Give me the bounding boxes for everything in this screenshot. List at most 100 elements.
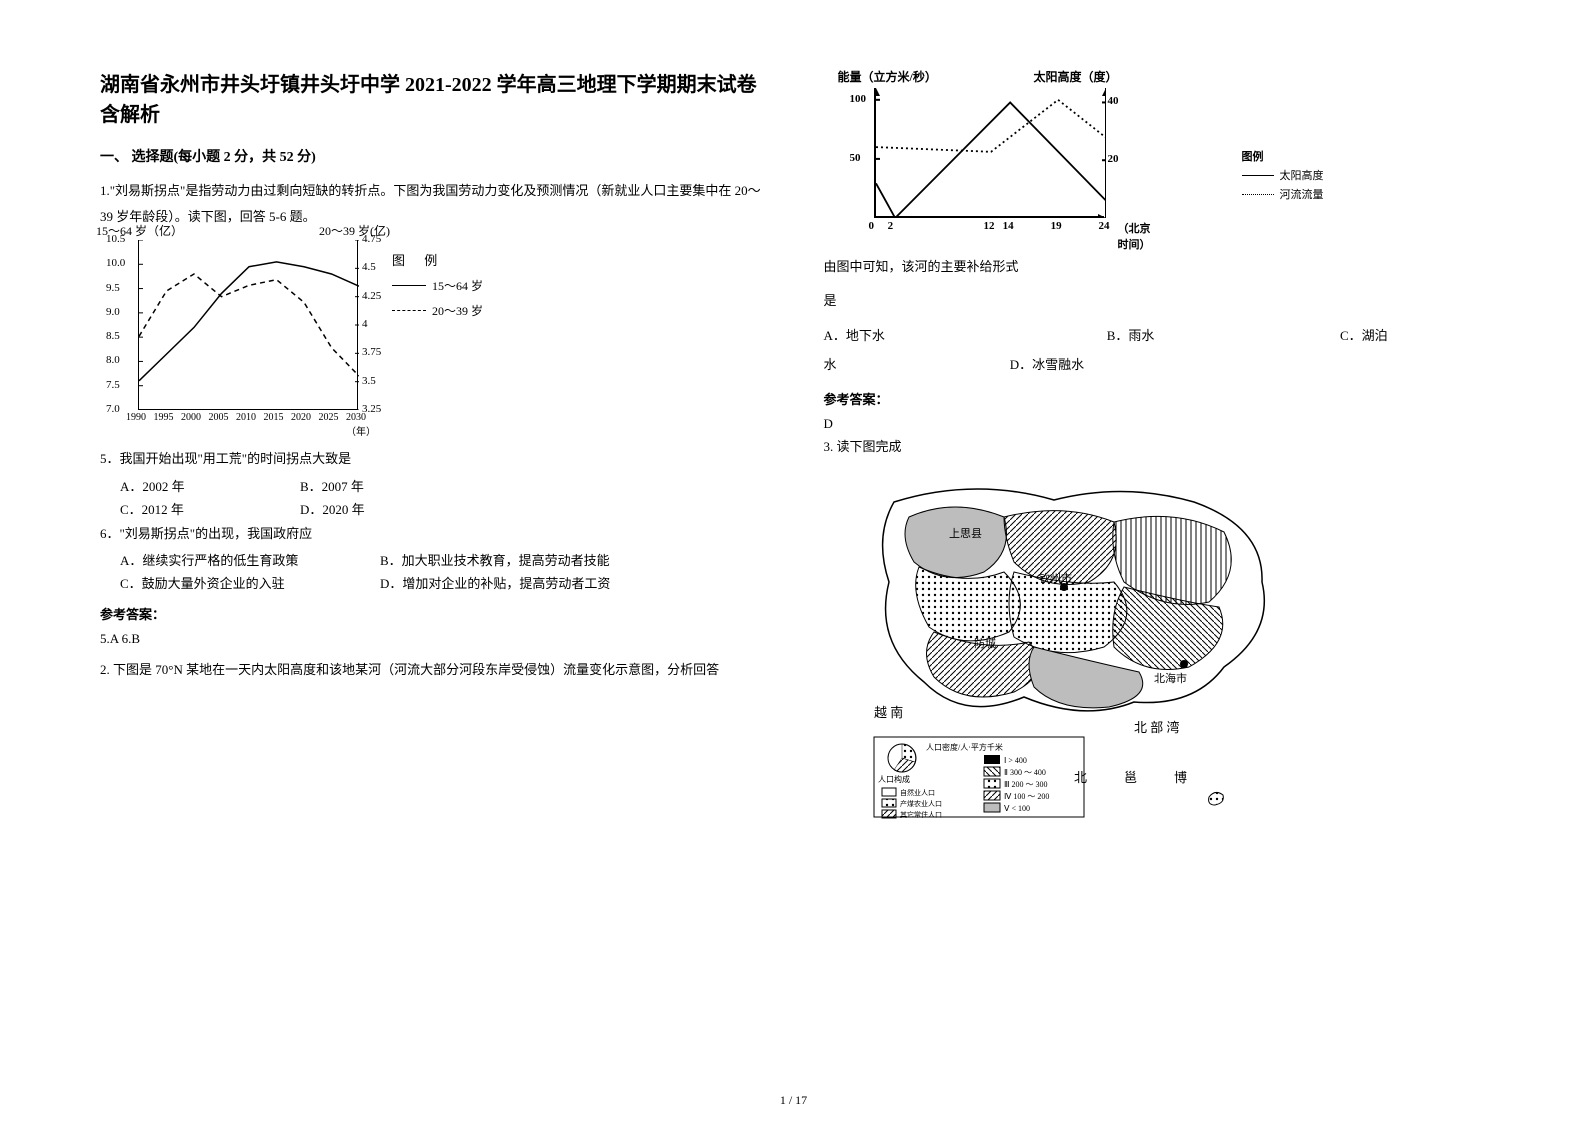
q1-legend-dashed: 20～39 岁 — [392, 302, 483, 319]
q2-legend-dotted: 河流流量 — [1242, 186, 1324, 202]
q2-legend-dotted-label: 河流流量 — [1280, 186, 1324, 202]
x-tick: 2030（年） — [346, 412, 380, 438]
y2-tick: 3.75 — [362, 346, 381, 358]
q1-legend-solid-label: 15～64 岁 — [432, 277, 483, 294]
place-label: 上思县 — [949, 527, 982, 540]
q1-legend-solid: 15～64 岁 — [392, 277, 483, 294]
x-tick: 2010 — [236, 412, 256, 423]
x-tick: 2000 — [181, 412, 201, 423]
y1-tick: 8.5 — [106, 330, 120, 342]
y1-tick: 8.0 — [106, 354, 120, 366]
q1-5-opt-c: C．2012 年 — [120, 499, 300, 518]
place-label: 防城 — [974, 636, 996, 650]
x-tick: 1995 — [154, 412, 174, 423]
svg-text:其它常住人口: 其它常住人口 — [900, 810, 942, 819]
q1-6-opt-b: B．加大职业技术教育，提高劳动者技能 — [380, 550, 640, 569]
q1-svg — [139, 240, 359, 410]
q2-legend-title: 图例 — [1242, 148, 1324, 164]
q2-right-title: 太阳高度（度） — [1034, 68, 1118, 85]
q1-stem: 1."刘易斯拐点"是指劳动力由过剩向短缺的转折点。下图为我国劳动力变化及预测情况… — [100, 178, 764, 230]
place-label: 北海市 — [1154, 671, 1187, 685]
q1-legend-dashed-label: 20～39 岁 — [432, 302, 483, 319]
q1-6-opt-d: D．增加对企业的补贴，提高劳动者工资 — [380, 573, 640, 592]
q2-opt-wrap: 水 — [824, 357, 837, 372]
q1-sub6: 6．"刘易斯拐点"的出现，我国政府应 — [100, 522, 764, 547]
x-tick: 1990 — [126, 412, 146, 423]
q2-svg — [876, 88, 1106, 218]
q2-chart: 能量（立方米/秒） 太阳高度（度） 图例 太阳高度 河流流量 501002040… — [834, 70, 1154, 240]
svg-text:Ⅱ 300 ～ 400: Ⅱ 300 ～ 400 — [1004, 768, 1046, 777]
y2-tick: 4 — [362, 318, 368, 330]
y2-tick: 3.5 — [362, 375, 376, 387]
svg-text:产煤农业人口: 产煤农业人口 — [900, 799, 942, 808]
place-label: 钦州市 — [1039, 571, 1072, 585]
dashed-line-icon — [392, 310, 426, 311]
place-label: 越 南 — [874, 705, 903, 720]
q3-map: 上思县 钦州市 防城 北海市 越 南 北 部 湾 北 邕 博 人口密度/人·平方 — [854, 472, 1284, 822]
q2-legend-solid-label: 太阳高度 — [1280, 167, 1324, 183]
svg-text:人口构成: 人口构成 — [878, 774, 910, 784]
dotted-line-icon — [1242, 194, 1274, 195]
y1-tick: 9.0 — [106, 306, 120, 318]
y1-tick: 9.5 — [106, 282, 120, 294]
legend-top-label: 人口密度/人·平方千米 — [926, 742, 1003, 752]
q2-sub2: 是 — [824, 288, 1488, 314]
q1-sub6-row1: A．继续实行严格的低生育政策 B．加大职业技术教育，提高劳动者技能 — [120, 550, 764, 569]
y1-tick: 10.5 — [106, 233, 125, 245]
y2-tick: 4.75 — [362, 233, 381, 245]
q1-5-opt-a: A．2002 年 — [120, 476, 300, 495]
q1-chart-wrap: 15～64 岁（亿） 20～39 岁(亿) 7.07.58.08.59.09.5… — [100, 240, 764, 435]
y2-tick: 4.25 — [362, 290, 381, 302]
q1-6-opt-a: A．继续实行严格的低生育政策 — [120, 550, 380, 569]
q1-legend: 图 例 15～64 岁 20～39 岁 — [392, 250, 483, 319]
q1-sub6-row2: C．鼓励大量外资企业的入驻 D．增加对企业的补贴，提高劳动者工资 — [120, 573, 764, 592]
q2-stem: 2. 下图是 70°N 某地在一天内太阳高度和该地某河（河流大部分河段东岸受侵蚀… — [100, 657, 764, 683]
q1-answer: 5.A 6.B — [100, 631, 764, 647]
q3-map-svg: 上思县 钦州市 防城 北海市 越 南 北 部 湾 北 邕 博 人口密度/人·平方 — [854, 472, 1284, 822]
q1-5-opt-b: B．2007 年 — [300, 476, 480, 495]
q1-6-opt-c: C．鼓励大量外资企业的入驻 — [120, 573, 380, 592]
q3-stem: 3. 读下图完成 — [824, 434, 1488, 460]
solid-line-icon — [1242, 175, 1274, 176]
q1-chart: 15～64 岁（亿） 20～39 岁(亿) 7.07.58.08.59.09.5… — [100, 240, 380, 435]
x-tick: 2020 — [291, 412, 311, 423]
right-column: 能量（立方米/秒） 太阳高度（度） 图例 太阳高度 河流流量 501002040… — [824, 70, 1488, 822]
q2-opt-a: A．地下水 — [824, 322, 1104, 351]
svg-text:自然业人口: 自然业人口 — [900, 788, 935, 797]
q2-legend-solid: 太阳高度 — [1242, 167, 1324, 183]
q1-5-opt-d: D．2020 年 — [300, 499, 480, 518]
svg-text:Ⅴ < 100: Ⅴ < 100 — [1004, 804, 1030, 813]
q2-opt-c: C．湖泊 — [1340, 322, 1388, 351]
exam-title: 湖南省永州市井头圩镇井头圩中学 2021-2022 学年高三地理下学期期末试卷含… — [100, 70, 764, 130]
svg-text:Ⅳ 100 ～ 200: Ⅳ 100 ～ 200 — [1004, 792, 1049, 801]
q2-opt-b: B．雨水 — [1107, 322, 1337, 351]
q2-legend: 图例 太阳高度 河流流量 — [1242, 148, 1324, 205]
y1-tick: 7.5 — [106, 379, 120, 391]
q2-sub1: 由图中可知，该河的主要补给形式 — [824, 254, 1488, 280]
x-tick: 2015 — [264, 412, 284, 423]
y1-tick: 7.0 — [106, 403, 120, 415]
q1-sub5-row2: C．2012 年 D．2020 年 — [120, 499, 764, 518]
y1-tick: 10.0 — [106, 257, 125, 269]
x-tick: 2005 — [209, 412, 229, 423]
svg-text:Ⅰ > 400: Ⅰ > 400 — [1004, 756, 1027, 765]
place-label: 北 部 湾 — [1134, 720, 1180, 735]
solid-line-icon — [392, 285, 426, 286]
section-heading: 一、 选择题(每小题 2 分，共 52 分) — [100, 146, 764, 166]
y2-tick: 4.5 — [362, 261, 376, 273]
svg-text:Ⅲ 200 ～ 300: Ⅲ 200 ～ 300 — [1004, 780, 1048, 789]
q1-sub5: 5．我国开始出现"用工荒"的时间拐点大致是 — [100, 447, 764, 472]
q2-opt-d: D．冰雪融水 — [1010, 357, 1084, 372]
svg-text:博: 博 — [1174, 770, 1187, 785]
q1-plot-area — [138, 240, 358, 410]
left-column: 湖南省永州市井头圩镇井头圩中学 2021-2022 学年高三地理下学期期末试卷含… — [100, 70, 764, 822]
q2-left-title: 能量（立方米/秒） — [838, 68, 937, 85]
svg-text:邕: 邕 — [1124, 770, 1137, 785]
q1-sub5-row1: A．2002 年 B．2007 年 — [120, 476, 764, 495]
page-number: 1 / 17 — [0, 1093, 1587, 1108]
q2-plot-area — [874, 88, 1104, 218]
q2-answer-heading: 参考答案： — [824, 389, 1488, 408]
x-tick: 2025 — [319, 412, 339, 423]
q1-answer-heading: 参考答案： — [100, 604, 764, 623]
q1-legend-title: 图 例 — [392, 250, 483, 269]
